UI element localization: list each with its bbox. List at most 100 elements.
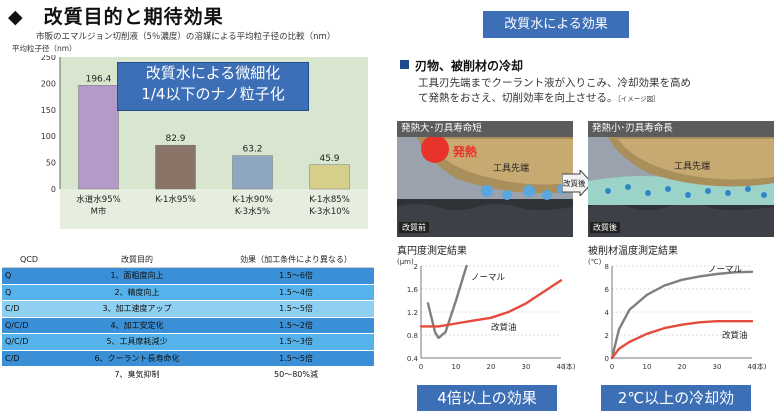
callout-line-2: 1/4以下のナノ粒子化 — [141, 85, 285, 103]
purpose-cell: 2、精度向上 — [56, 284, 218, 301]
series-label: 改質油 — [491, 322, 517, 333]
purpose-cell: 4、加工安定化 — [56, 317, 218, 334]
table-row: C/D 3、加工速度アップ 1.5～5倍 — [2, 300, 374, 318]
right-title: 改質水による効果 — [483, 11, 629, 38]
page-title: ◆ 改質目的と期待効果 — [8, 6, 224, 28]
image-note: ［イメージ図］ — [617, 95, 660, 103]
table-row: 7、臭気抑制 50～80%減 — [2, 366, 374, 384]
photo-before-tag: 改質前 — [399, 222, 429, 233]
category-label: K-3水10% — [309, 206, 350, 217]
photo-before-bar: 発熱大･刃具寿命短 — [397, 121, 573, 137]
arrow-label: 改質後 — [563, 179, 586, 188]
section-text-line-2-wrap: て発熱をおさえ、切削効率を向上させる。［イメージ図］ — [418, 91, 778, 107]
y-tick-label: 6 — [605, 286, 610, 294]
table-row: Q/C/D 5、工具摩耗減少 1.5～3倍 — [2, 333, 374, 351]
y-tick-label: 0.4 — [407, 355, 419, 363]
photo-after-tag: 改質後 — [590, 222, 620, 233]
bar — [155, 144, 196, 190]
x-tick-label: 0 — [419, 363, 423, 371]
y-unit-label: (μm) — [397, 258, 414, 266]
x-unit-label: (本) — [563, 362, 576, 371]
qcd-cell: Q/C/D — [2, 317, 56, 334]
callout-line-1: 改質水による微細化 — [145, 64, 281, 82]
effect-cell: 1.5～6倍 — [218, 267, 374, 285]
y-tick-label: 250 — [41, 55, 56, 62]
y-tick-label: 8 — [605, 263, 609, 271]
effect-cell: 50～80%減 — [218, 366, 374, 384]
series-line — [419, 279, 563, 328]
bar-value-label: 82.9 — [165, 134, 185, 144]
header-purpose: 改質目的 — [56, 251, 218, 268]
effect-cell: 1.5～4倍 — [218, 284, 374, 301]
callout-box: 改質水による微細化 1/4以下のナノ粒子化 — [117, 62, 309, 111]
y-tick-label: 2 — [605, 332, 609, 340]
effect-cell: 1.5～5倍 — [218, 350, 374, 367]
table-row: Q 2、精度向上 1.5～4倍 — [2, 284, 374, 301]
photo-after-image — [588, 121, 774, 237]
tool-tip-label-after: 工具先端 — [674, 162, 711, 172]
bar — [78, 85, 119, 190]
category-label: K-3水5% — [235, 206, 270, 217]
x-tick-label: 10 — [452, 363, 461, 371]
x-tick-label: 20 — [487, 363, 496, 371]
series-line — [610, 270, 754, 360]
temperature-chart-title: 被削材温度測定結果 — [588, 246, 678, 257]
x-unit-label: (本) — [754, 362, 767, 371]
tool-tip-label-before: 工具先端 — [493, 164, 530, 174]
series-label: ノーマル — [471, 273, 506, 283]
x-tick-label: 30 — [713, 363, 722, 371]
effect-label-roundness: 4倍以上の効果 — [417, 385, 557, 411]
bar — [309, 164, 350, 190]
arrow-right-icon — [562, 170, 592, 196]
bar-value-label: 45.9 — [319, 154, 339, 164]
y-unit-label: (℃) — [588, 258, 602, 266]
section-heading: 刃物、被削材の冷却 — [415, 59, 524, 73]
purpose-cell: 1、面粗度向上 — [56, 267, 218, 285]
table-row: C/D 6、クーラント長寿命化 1.5～5倍 — [2, 350, 374, 367]
bar-value-label: 196.4 — [86, 74, 112, 84]
section-square-icon — [400, 60, 409, 69]
purpose-cell: 6、クーラント長寿命化 — [56, 350, 218, 367]
y-tick-label: 0 — [51, 185, 56, 194]
purpose-cell: 3、加工速度アップ — [56, 300, 218, 318]
qcd-cell: C/D — [2, 300, 56, 318]
photo-after: 発熱小･刃具寿命長 工具先端 改質後 — [588, 121, 774, 237]
table-row: Q 1、面粗度向上 1.5～6倍 — [2, 267, 374, 285]
chart-y-label: 平均粒子径（nm） — [12, 44, 77, 53]
section-text: 工具刃先端までクーラント液が入りこみ、冷却効果を高め て発熱をおさえ、切削効率を… — [418, 76, 778, 107]
qcd-cell: C/D — [2, 350, 56, 367]
series-label: ノーマル — [708, 265, 743, 275]
y-tick-label: 150 — [41, 106, 56, 115]
category-label: M市 — [91, 206, 107, 217]
y-tick-label: 100 — [41, 132, 56, 141]
section-text-line-2: て発熱をおさえ、切削効率を向上させる。 — [418, 92, 618, 104]
y-tick-label: 4 — [605, 309, 610, 317]
y-tick-label: 50 — [46, 159, 56, 168]
y-tick-label: 0 — [605, 355, 609, 363]
photo-after-bar: 発熱小･刃具寿命長 — [588, 121, 774, 137]
section-text-line-1: 工具刃先端までクーラント液が入りこみ、冷却効果を高め — [418, 77, 691, 89]
qcd-cell: Q — [2, 267, 56, 285]
purpose-cell: 5、工具摩耗減少 — [56, 333, 218, 351]
heat-label: 発熱 — [453, 145, 478, 159]
category-label: 水道水95% — [76, 194, 120, 205]
x-tick-label: 30 — [522, 363, 531, 371]
photo-before: 発熱大･刃具寿命短 発熱 工具先端 改質前 — [397, 121, 573, 237]
header-effect: 効果（加工条件により異なる） — [218, 251, 374, 268]
category-label: K-1水90% — [232, 194, 273, 205]
series-line — [610, 320, 754, 360]
x-tick-label: 10 — [643, 363, 652, 371]
effect-cell: 1.5～5倍 — [218, 300, 374, 318]
x-tick-label: 40 — [557, 363, 566, 371]
category-band — [60, 189, 368, 229]
x-tick-label: 20 — [678, 363, 687, 371]
y-tick-label: 1.2 — [407, 309, 418, 317]
table-row: Q/C/D 4、加工安定化 1.5～2倍 — [2, 317, 374, 334]
qcd-cell: Q/C/D — [2, 333, 56, 351]
bar-value-label: 63.2 — [242, 145, 262, 155]
series-label: 改質油 — [722, 330, 748, 341]
table-header-row: QCD 改質目的 効果（加工条件により異なる） — [2, 251, 374, 268]
header-qcd: QCD — [2, 251, 56, 268]
